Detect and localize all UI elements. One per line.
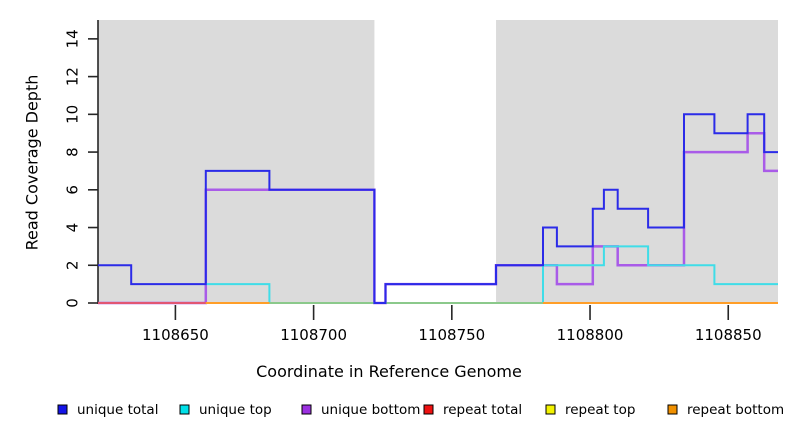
legend-swatch-icon [57, 404, 68, 415]
series-line-unique-top [205, 245, 778, 304]
y-tick-label: 2 [64, 260, 82, 270]
y-tick-label: 0 [64, 298, 82, 308]
x-axis-title: Coordinate in Reference Genome [256, 362, 522, 381]
shaded-repeat-region [98, 20, 375, 303]
x-tick-label: 1108750 [418, 326, 485, 344]
legend-swatch-icon [179, 404, 190, 415]
shaded-repeat-region [496, 20, 778, 303]
y-tick-label: 14 [64, 29, 82, 48]
legend-label: unique top [199, 402, 272, 418]
y-tick-label: 4 [64, 223, 82, 233]
legend-label: unique total [77, 402, 158, 418]
legend-swatch-icon [545, 404, 556, 415]
y-axis-title: Read Coverage Depth [22, 74, 42, 251]
x-tick-label: 1108700 [280, 326, 347, 344]
legend-swatch-icon [667, 404, 678, 415]
legend-label: unique bottom [321, 402, 420, 418]
x-tick-label: 1108650 [142, 326, 209, 344]
legend-label: repeat top [565, 402, 635, 418]
series-line-unique-total [98, 113, 778, 304]
legend-swatch-icon [301, 404, 312, 415]
x-tick-label: 1108850 [695, 326, 762, 344]
y-tick-label: 8 [64, 147, 82, 157]
y-tick-label: 6 [64, 185, 82, 195]
legend-label: repeat bottom [687, 402, 784, 418]
y-tick-label: 12 [64, 67, 82, 86]
x-tick-label: 1108800 [557, 326, 624, 344]
legend-label: repeat total [443, 402, 522, 418]
legend-swatch-icon [423, 404, 434, 415]
y-tick-label: 10 [64, 105, 82, 124]
